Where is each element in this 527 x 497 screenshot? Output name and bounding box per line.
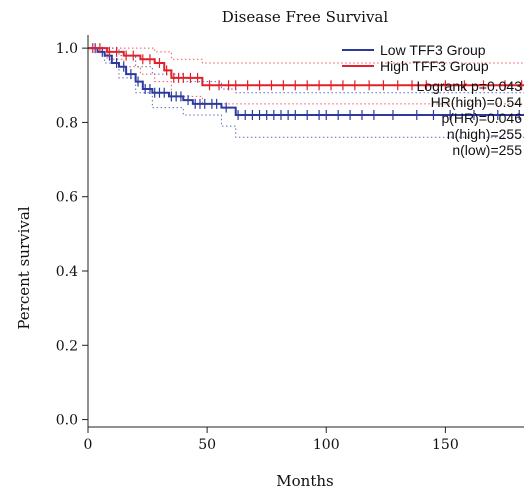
y-tick-label: 0.0 xyxy=(56,413,78,429)
x-axis-label: Months xyxy=(276,472,333,490)
stat-annotation: HR(high)=0.54 xyxy=(431,94,523,110)
stat-annotation: Logrank p=0.043 xyxy=(417,78,523,94)
y-axis-label: Percent survival xyxy=(15,206,33,329)
stat-annotation: n(high)=255 xyxy=(447,126,522,142)
legend-label: High TFF3 Group xyxy=(380,58,489,74)
x-tick-label: 50 xyxy=(198,437,216,453)
survival-curves xyxy=(88,43,524,120)
y-tick-label: 0.8 xyxy=(56,115,78,131)
y-tick-label: 0.4 xyxy=(56,264,78,280)
legend-label: Low TFF3 Group xyxy=(380,42,486,58)
y-tick-label: 0.2 xyxy=(56,338,78,354)
stat-annotation: p(HR)=0.046 xyxy=(441,110,522,126)
y-tick-label: 1.0 xyxy=(56,41,78,57)
statistics-annotations: Logrank p=0.043HR(high)=0.54p(HR)=0.046n… xyxy=(417,78,523,158)
stat-annotation: n(low)=255 xyxy=(452,142,522,158)
low-tff3-ci-lower xyxy=(88,47,524,138)
high-tff3-curve xyxy=(88,47,524,87)
low-tff3-curve xyxy=(88,47,524,116)
axes: 0.0 0.2 0.4 0.6 0.8 1.0 0 50 100 150 xyxy=(56,35,524,453)
x-tick-label: 150 xyxy=(432,437,459,453)
x-tick-label: 100 xyxy=(313,437,340,453)
low-tff3-ci-upper xyxy=(88,47,524,94)
x-tick-label: 0 xyxy=(84,437,93,453)
chart-title: Disease Free Survival xyxy=(222,8,389,26)
y-tick-label: 0.6 xyxy=(56,190,78,206)
